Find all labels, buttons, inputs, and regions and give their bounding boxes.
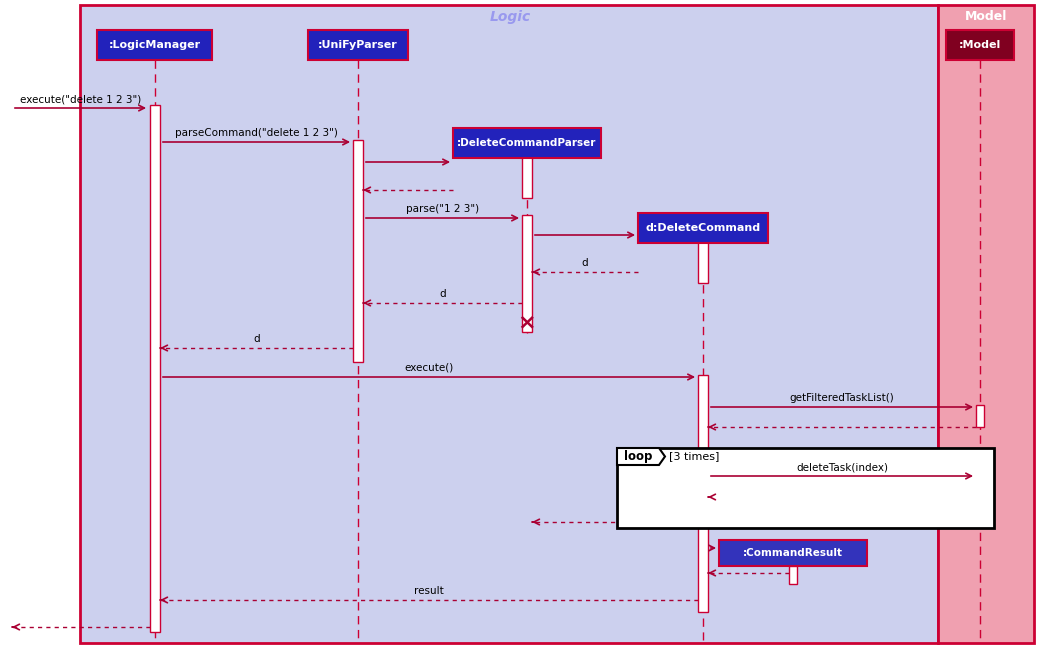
Text: result: result [414, 586, 444, 596]
Text: d:DeleteCommand: d:DeleteCommand [645, 223, 760, 233]
Bar [453, 128, 601, 158]
Bar [617, 448, 994, 528]
Text: deleteTask(index): deleteTask(index) [796, 462, 888, 472]
Bar [638, 213, 768, 243]
Bar [80, 5, 938, 643]
Bar [938, 5, 1034, 643]
Text: parse("1 2 3"): parse("1 2 3") [405, 204, 479, 214]
Bar [719, 540, 867, 566]
Text: d: d [582, 258, 588, 268]
Text: [3 times]: [3 times] [669, 452, 720, 461]
Bar [698, 375, 708, 612]
Bar [97, 30, 213, 60]
Text: loop: loop [624, 450, 652, 463]
Bar [150, 105, 160, 632]
Polygon shape [617, 448, 665, 465]
Bar [353, 140, 363, 362]
Bar [946, 30, 1014, 60]
Bar [308, 30, 408, 60]
Text: execute("delete 1 2 3"): execute("delete 1 2 3") [20, 94, 141, 104]
Text: parseCommand("delete 1 2 3"): parseCommand("delete 1 2 3") [175, 128, 338, 138]
Bar [789, 566, 797, 584]
Text: getFilteredTaskList(): getFilteredTaskList() [789, 393, 894, 403]
Text: :CommandResult: :CommandResult [742, 548, 843, 558]
Text: execute(): execute() [404, 363, 453, 373]
Bar [698, 232, 708, 283]
Text: :LogicManager: :LogicManager [109, 40, 201, 50]
Text: :UniFyParser: :UniFyParser [318, 40, 398, 50]
Bar [522, 215, 532, 332]
Bar [522, 157, 532, 198]
Text: ×: × [517, 312, 536, 332]
Text: Model: Model [964, 10, 1007, 23]
Bar [976, 474, 984, 496]
Text: :Model: :Model [959, 40, 1001, 50]
Text: d: d [253, 334, 260, 344]
Text: :DeleteCommandParser: :DeleteCommandParser [457, 138, 596, 148]
Text: Logic: Logic [489, 10, 531, 24]
Bar [976, 405, 984, 427]
Text: d: d [440, 289, 446, 299]
